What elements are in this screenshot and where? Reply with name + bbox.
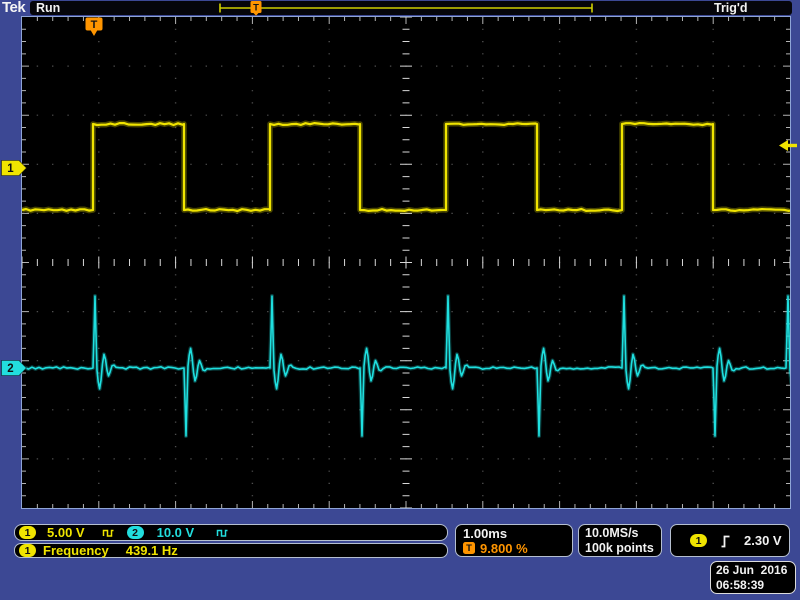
time-readout: 06:58:39 — [716, 577, 765, 592]
ch1-scale-readout: 5.00 V — [47, 525, 85, 540]
ch2-waveform — [22, 295, 790, 437]
ch1-waveform-glow — [22, 120, 790, 214]
center-axis-ticks — [22, 17, 790, 508]
channel-scale-bar: 1 5.00 V 2 10.0 V — [14, 524, 448, 541]
trigger-t-badge: T — [463, 542, 475, 554]
sample-rate-readout: 10.0MS/s — [585, 525, 639, 540]
ch2-coupling-bw-icon — [216, 527, 229, 539]
ch1-marker-shape — [1, 160, 27, 176]
grid-dots — [36, 28, 776, 497]
date-readout: 26 Jun 2016 — [716, 562, 788, 577]
trigger-level-arrow — [779, 140, 797, 151]
measurement-bar: 1 Frequency 439.1 Hz — [14, 543, 448, 558]
measurement-value: 439.1 Hz — [125, 543, 178, 558]
datetime-box: 26 Jun 2016 06:58:39 — [710, 561, 796, 594]
ch2-scale-readout: 10.0 V — [156, 525, 195, 540]
edge-ticks — [22, 17, 790, 508]
trigger-position-flag-label: T — [91, 19, 98, 31]
waveform-display: T — [22, 17, 790, 508]
acquisition-box: 10.0MS/s 100k points — [578, 524, 662, 557]
ch2-badge: 2 — [126, 526, 144, 539]
ch2-marker-shape — [1, 360, 27, 376]
ch2-marker-label: 2 — [7, 363, 13, 375]
trigger-position-flag — [85, 17, 103, 31]
trigger-position-readout: 9.800 % — [480, 540, 528, 556]
acquisition-status: Run — [36, 1, 61, 15]
timebase-readout: 1.00ms — [463, 525, 508, 541]
trigger-level-readout: 2.30 V — [744, 533, 782, 548]
tek-logo: Tek — [2, 0, 26, 16]
ch1-waveform — [22, 122, 790, 213]
ch2-position-marker: 2 — [1, 360, 27, 376]
trigger-status: Trig'd — [714, 1, 748, 15]
ch1-badge: 1 — [19, 526, 36, 539]
ch1-coupling-bw-icon — [102, 527, 115, 539]
trigger-arrow-head — [779, 140, 788, 151]
ch2-waveform-glow — [22, 294, 790, 438]
trigger-position-flag-pointer — [90, 30, 98, 36]
rising-edge-slope-icon — [720, 534, 731, 548]
top-status-strip: Run Trig'd — [30, 1, 792, 15]
trigger-box: 1 2.30 V — [670, 524, 790, 557]
measurement-name: Frequency — [43, 543, 109, 558]
ch1-position-marker: 1 — [1, 160, 27, 176]
trigger-source-badge: 1 — [690, 534, 707, 547]
trigger-arrow-shaft — [788, 143, 797, 148]
graticule-area: T — [21, 16, 791, 509]
record-length-readout: 100k points — [585, 540, 654, 555]
ch1-marker-label: 1 — [7, 163, 14, 175]
timebase-box: 1.00ms T 9.800 % — [455, 524, 573, 557]
measurement-source-badge: 1 — [19, 544, 36, 557]
top-bar: Run Trig'd Tek T — [0, 0, 800, 16]
